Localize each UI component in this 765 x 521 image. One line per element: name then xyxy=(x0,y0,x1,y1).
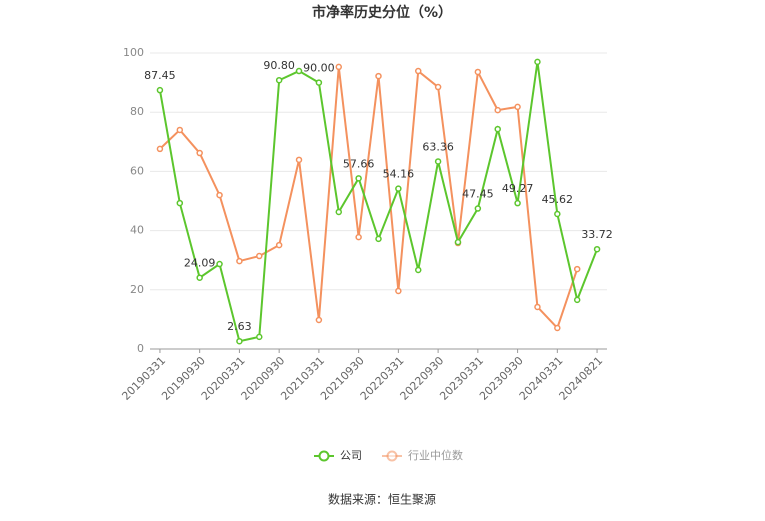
data-label: 33.72 xyxy=(581,228,613,241)
y-tick-label: 100 xyxy=(123,46,144,59)
legend-label: 行业中位数 xyxy=(408,448,463,462)
legend-marker xyxy=(318,450,330,462)
data-label: 24.09 xyxy=(184,257,216,270)
point xyxy=(156,145,164,153)
y-tick-label: 20 xyxy=(130,283,144,296)
data-label: 54.16 xyxy=(383,168,415,181)
point xyxy=(474,205,482,212)
point xyxy=(236,257,243,265)
legend-item[interactable]: 公司 xyxy=(314,449,362,462)
point xyxy=(216,191,223,199)
point xyxy=(514,103,521,111)
point xyxy=(176,126,184,134)
point xyxy=(275,76,283,84)
point xyxy=(573,265,581,273)
point xyxy=(315,316,323,324)
point xyxy=(514,199,521,207)
x-tick-label: 20240821 xyxy=(557,354,606,403)
legend-item[interactable]: 行业中位数 xyxy=(382,448,463,462)
point xyxy=(554,210,561,218)
point xyxy=(375,72,382,80)
point xyxy=(216,260,223,268)
data-label: 63.36 xyxy=(422,140,454,153)
point xyxy=(554,324,561,332)
data-label: 47.45 xyxy=(462,188,494,201)
data-label: 45.62 xyxy=(542,193,574,206)
y-tick-label: 60 xyxy=(130,164,144,177)
point xyxy=(395,287,402,295)
point xyxy=(355,233,362,241)
y-tick-label: 40 xyxy=(130,224,144,237)
data-label: 90.00 xyxy=(303,62,335,75)
data-label: 90.80 xyxy=(263,59,295,72)
point xyxy=(176,199,184,207)
point xyxy=(315,79,323,86)
point xyxy=(494,106,501,114)
point xyxy=(534,58,541,66)
legend-marker xyxy=(386,450,398,462)
point xyxy=(355,175,362,182)
data-label: 87.45 xyxy=(144,69,176,82)
legend-label: 公司 xyxy=(340,449,362,462)
y-tick-label: 0 xyxy=(137,342,144,355)
source: 数据来源：恒生聚源 xyxy=(328,492,436,507)
data-label: 2.63 xyxy=(227,320,252,333)
point xyxy=(395,185,402,192)
point xyxy=(573,296,581,304)
point xyxy=(196,149,203,157)
point xyxy=(256,333,263,341)
point xyxy=(256,252,263,260)
point xyxy=(434,158,442,165)
data-label: 57.66 xyxy=(343,157,375,170)
point xyxy=(196,274,203,281)
point xyxy=(335,63,343,71)
point xyxy=(375,235,382,243)
point xyxy=(414,67,422,75)
point xyxy=(474,68,482,76)
point xyxy=(434,83,442,91)
point xyxy=(295,156,303,164)
point xyxy=(275,241,283,249)
point xyxy=(236,337,243,345)
point xyxy=(335,208,343,216)
point xyxy=(593,245,601,253)
point xyxy=(156,86,164,94)
series-line xyxy=(159,66,579,330)
point xyxy=(414,266,422,274)
point xyxy=(295,67,303,75)
series-line xyxy=(158,61,598,343)
point xyxy=(454,238,462,246)
point xyxy=(494,125,501,133)
chart-title: 市净率历史分位（%） xyxy=(312,4,452,21)
data-label: 49.27 xyxy=(502,182,534,195)
point xyxy=(534,303,541,311)
y-tick-label: 80 xyxy=(130,105,144,118)
